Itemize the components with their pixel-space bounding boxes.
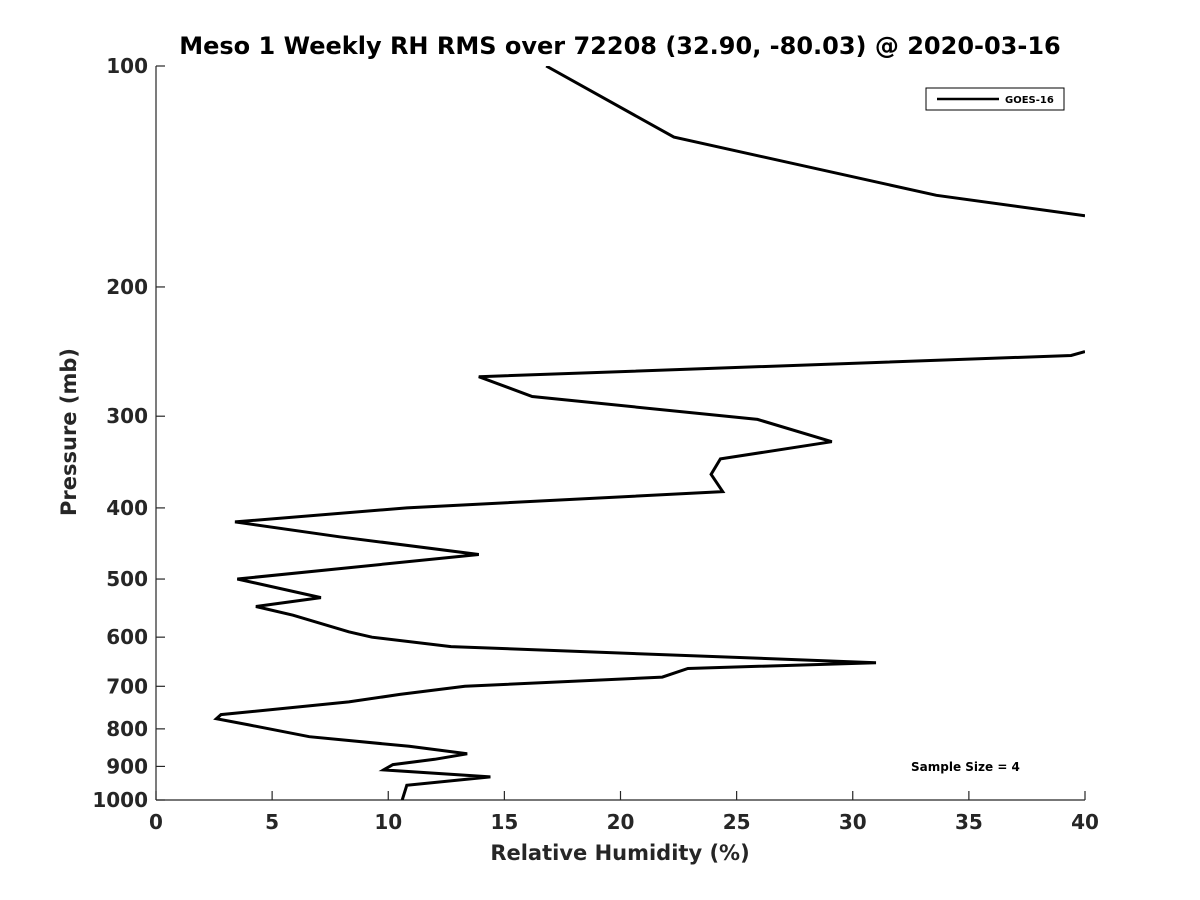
legend-label-goes16: GOES-16: [1005, 95, 1054, 106]
y-tick-label: 700: [106, 674, 148, 698]
y-tick-label: 500: [106, 567, 148, 591]
x-tick-label: 10: [374, 810, 402, 834]
y-tick-label: 200: [106, 275, 148, 299]
x-tick-label: 15: [490, 810, 518, 834]
x-tick-label: 40: [1071, 810, 1099, 834]
x-tick-label: 0: [149, 810, 163, 834]
series-line-goes16-segment-2: [213, 350, 1085, 800]
y-tick-label: 300: [106, 404, 148, 428]
plot-area: [155, 66, 1085, 801]
y-tick-label: 100: [106, 54, 148, 78]
legend: GOES-16: [925, 87, 1065, 111]
x-tick-label: 5: [265, 810, 279, 834]
sample-size-annotation: Sample Size = 4: [911, 760, 1020, 774]
y-tick-label: 900: [106, 754, 148, 778]
y-tick-label: 400: [106, 496, 148, 520]
y-tick-label: 1000: [92, 788, 148, 812]
y-axis-label: Pressure (mb): [57, 348, 81, 516]
series-line-goes16-segment-1: [545, 66, 1085, 218]
y-tick-label: 600: [106, 625, 148, 649]
x-axis-label: Relative Humidity (%): [490, 841, 749, 865]
x-tick-label: 25: [723, 810, 751, 834]
x-axis: 0 5 10 15 20 25 30 35 40: [149, 791, 1099, 834]
y-axis: 100 200 300 400 500 600 700 800 900 1000: [92, 54, 165, 812]
chart-title: Meso 1 Weekly RH RMS over 72208 (32.90, …: [179, 32, 1061, 60]
y-tick-label: 800: [106, 717, 148, 741]
x-tick-label: 35: [955, 810, 983, 834]
x-tick-label: 20: [607, 810, 635, 834]
x-tick-label: 30: [839, 810, 867, 834]
